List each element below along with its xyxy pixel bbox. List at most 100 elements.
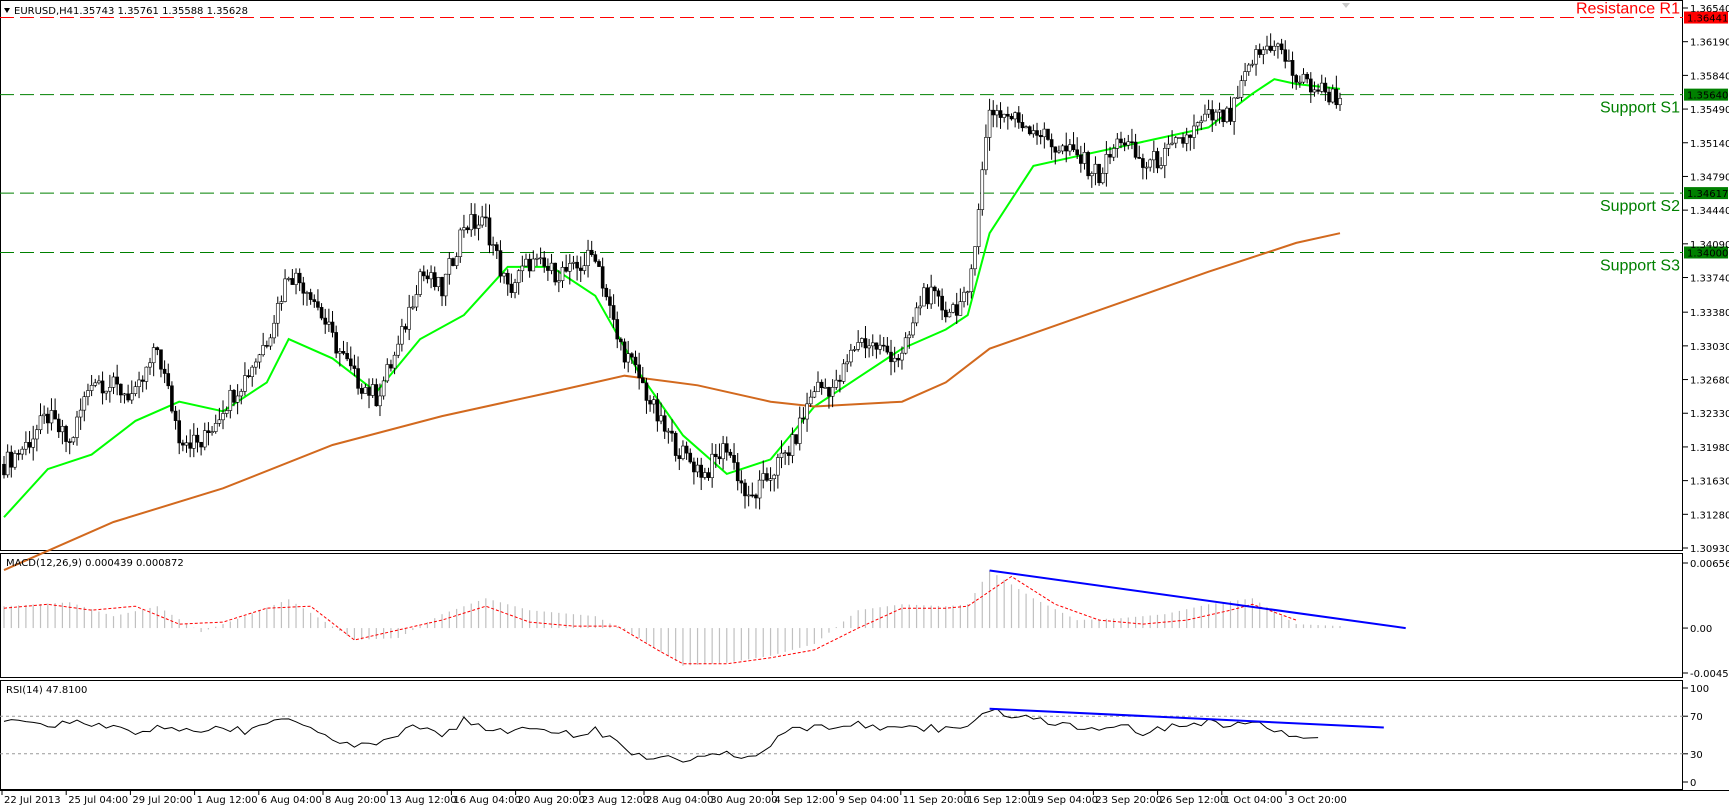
candle bbox=[524, 253, 528, 268]
candle bbox=[677, 448, 682, 471]
candle-body bbox=[352, 365, 357, 369]
candle-body bbox=[1298, 81, 1302, 84]
candle-body bbox=[494, 244, 499, 251]
candle-body bbox=[1257, 49, 1262, 55]
candle bbox=[1294, 73, 1298, 90]
candle bbox=[429, 265, 433, 289]
candle bbox=[1323, 77, 1328, 101]
candle-body bbox=[841, 363, 846, 382]
candle-body bbox=[987, 109, 992, 138]
candle bbox=[221, 400, 225, 430]
candle-body bbox=[640, 377, 645, 384]
candle bbox=[465, 225, 470, 234]
candle bbox=[1133, 133, 1138, 160]
candle-body bbox=[962, 291, 966, 302]
candle-body bbox=[889, 351, 893, 363]
level-price-box bbox=[1684, 88, 1728, 101]
candle-body bbox=[692, 461, 696, 473]
candle bbox=[140, 375, 145, 393]
candle bbox=[385, 358, 390, 383]
candle-body bbox=[849, 349, 853, 363]
candle bbox=[1100, 167, 1105, 185]
candle bbox=[1155, 147, 1160, 174]
candle-body bbox=[129, 393, 134, 401]
candle-body bbox=[1170, 142, 1174, 145]
candle bbox=[1272, 40, 1277, 56]
candle bbox=[619, 337, 623, 351]
candle-body bbox=[881, 344, 886, 347]
candle-body bbox=[976, 209, 981, 247]
candle bbox=[1214, 109, 1218, 126]
candle-body bbox=[418, 271, 422, 295]
candle bbox=[838, 374, 842, 393]
candle-body bbox=[403, 326, 408, 330]
candle bbox=[250, 365, 255, 387]
candle bbox=[834, 369, 839, 390]
shift-marker-icon[interactable] bbox=[1342, 3, 1350, 8]
price-axis-label: 1.30930 bbox=[1690, 544, 1729, 555]
candle-body bbox=[1254, 49, 1258, 65]
candle bbox=[38, 403, 43, 435]
candle-body bbox=[429, 272, 433, 280]
candle bbox=[1141, 153, 1145, 180]
candle-body bbox=[903, 337, 908, 354]
candle bbox=[213, 414, 218, 434]
candle-body bbox=[808, 396, 813, 405]
candle bbox=[779, 440, 784, 469]
candle-body bbox=[505, 272, 510, 285]
candle-body bbox=[53, 410, 57, 420]
candle bbox=[509, 273, 514, 298]
candle bbox=[936, 288, 941, 307]
dropdown-triangle-icon[interactable] bbox=[4, 8, 10, 13]
candle-body bbox=[1108, 154, 1112, 158]
candle bbox=[89, 374, 94, 397]
candle-body bbox=[425, 275, 430, 280]
candle bbox=[254, 358, 258, 375]
rsi-axis-label: 0 bbox=[1690, 778, 1696, 789]
candle bbox=[67, 438, 72, 455]
candle bbox=[673, 431, 678, 462]
candle bbox=[60, 419, 65, 445]
candle-body bbox=[1100, 172, 1105, 184]
candle bbox=[1298, 75, 1302, 88]
candle-body bbox=[827, 387, 831, 397]
price-axis-label: 1.35140 bbox=[1690, 139, 1729, 150]
candle-body bbox=[750, 494, 755, 497]
candle-body bbox=[305, 292, 309, 294]
candle bbox=[210, 426, 214, 436]
candle-body bbox=[1272, 45, 1277, 51]
candle-body bbox=[984, 137, 988, 171]
candle bbox=[505, 269, 510, 296]
candle bbox=[1188, 134, 1193, 151]
candle-body bbox=[381, 380, 386, 397]
candle-body bbox=[684, 445, 689, 454]
candle bbox=[78, 398, 83, 430]
candle-body bbox=[706, 472, 711, 478]
candle bbox=[1221, 109, 1225, 128]
level-price-label: 1.34617 bbox=[1687, 189, 1728, 200]
candle-body bbox=[1046, 128, 1050, 140]
candle-body bbox=[254, 361, 258, 368]
candle bbox=[1082, 142, 1087, 170]
candle bbox=[557, 270, 561, 293]
candle bbox=[16, 449, 21, 461]
level-price-box bbox=[1684, 11, 1728, 24]
candle-body bbox=[224, 410, 229, 414]
candle bbox=[345, 342, 349, 362]
candle-body bbox=[819, 381, 824, 389]
candle bbox=[845, 354, 850, 373]
candle-body bbox=[111, 376, 116, 388]
candle bbox=[867, 338, 871, 358]
candle bbox=[743, 479, 747, 509]
candle bbox=[578, 256, 583, 283]
candle-body bbox=[1327, 91, 1331, 103]
candle-body bbox=[1068, 144, 1072, 152]
candle-body bbox=[1119, 138, 1123, 144]
time-axis-label: 29 Jul 20:00 bbox=[132, 795, 192, 806]
candle bbox=[1035, 122, 1039, 145]
candle bbox=[206, 422, 211, 446]
candle-body bbox=[38, 415, 43, 431]
candle bbox=[1170, 130, 1174, 146]
candle-body bbox=[151, 347, 156, 364]
candle bbox=[808, 389, 813, 407]
